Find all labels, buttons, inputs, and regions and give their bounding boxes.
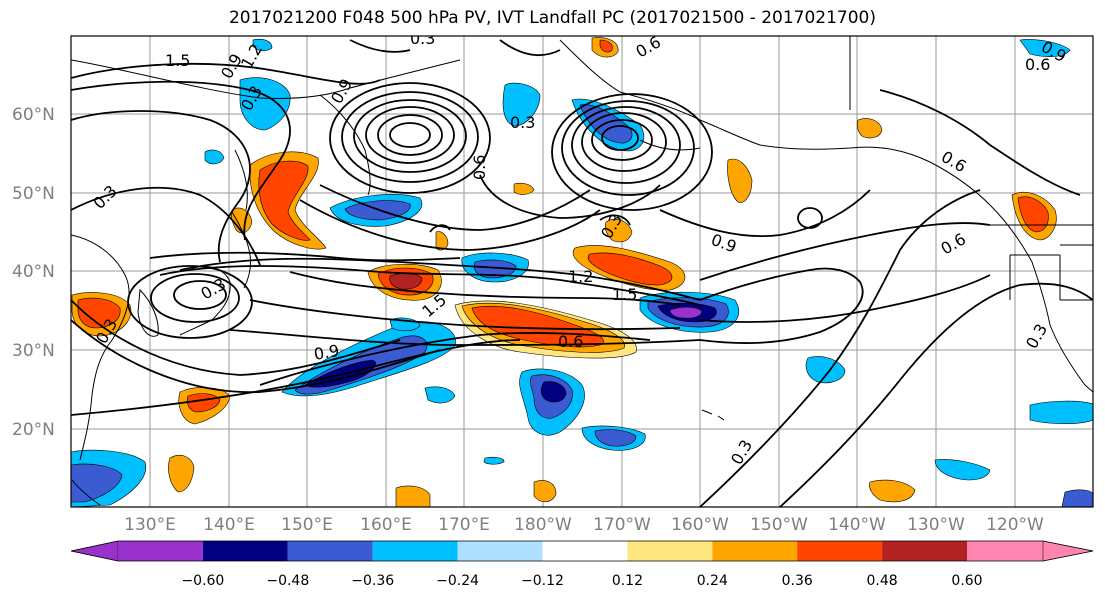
colorbar-cell (712, 541, 798, 561)
map-content: 1.5 0.9 1.2 0.3 0.3 0.9 0.6 0.3 0.6 0.3 … (71, 29, 1093, 507)
colorbar-outline (70, 540, 1094, 562)
lon-label: 180°W (514, 515, 572, 535)
longitude-labels: 130°E 140°E 150°E 160°E 170°E 180°W 170°… (124, 515, 1044, 535)
colorbar-tick: 0.60 (951, 573, 982, 589)
lon-label: 160°W (671, 515, 729, 535)
colorbar-tick: 0.36 (782, 573, 813, 589)
colorbar-tick: −0.24 (436, 573, 479, 589)
lon-label: 140°W (828, 515, 886, 535)
lon-label: 160°E (360, 515, 412, 535)
lat-label: 30°N (12, 341, 55, 361)
colorbar-cell (882, 541, 967, 561)
contour-label: 1.2 (568, 267, 593, 286)
contour-label: 1.5 (165, 51, 190, 70)
colorbar-tick: 0.24 (697, 573, 728, 589)
colorbar-cell (797, 541, 883, 561)
colorbar-cell (70, 540, 119, 562)
lat-label: 20°N (12, 420, 55, 440)
colorbar-cell (627, 541, 713, 561)
contour-label: 0.3 (510, 113, 535, 132)
contour-label: 0.6 (558, 332, 583, 351)
lon-label: 130°E (124, 515, 176, 535)
map-frame (70, 35, 1094, 508)
contour-label: 0.6 (1025, 55, 1050, 74)
contour-label: 0.9 (312, 341, 340, 364)
colorbar-cell (202, 541, 288, 561)
lat-label: 50°N (12, 184, 55, 204)
colorbar-tick: −0.60 (181, 573, 224, 589)
colorbar-tick: −0.36 (351, 573, 394, 589)
colorbar-cell (967, 541, 1043, 561)
latitude-labels: 60°N 50°N 40°N 30°N 20°N (12, 105, 55, 440)
lon-label: 150°W (750, 515, 808, 535)
contour-label: 0.6 (470, 155, 489, 180)
colorbar-cell (542, 541, 628, 561)
pv-contours (71, 39, 1093, 507)
lat-label: 40°N (12, 262, 55, 282)
lon-label: 130°W (907, 515, 965, 535)
contour-label: 1.5 (612, 285, 637, 304)
lat-label: 60°N (12, 105, 55, 125)
page-title: 2017021200 F048 500 hPa PV, IVT Landfall… (228, 8, 876, 28)
lon-label: 170°W (593, 515, 651, 535)
contour-label: 0.3 (410, 29, 435, 48)
colorbar: −0.60 −0.48 −0.36 −0.24 −0.12 0.12 0.24 … (70, 540, 1094, 589)
lon-label: 170°E (438, 515, 490, 535)
colorbar-tick: 0.48 (867, 573, 898, 589)
colorbar-cell (287, 541, 373, 561)
colorbar-tick: −0.48 (266, 573, 309, 589)
lon-label: 150°E (281, 515, 333, 535)
colorbar-cell (457, 541, 543, 561)
lon-label: 120°W (986, 515, 1044, 535)
lon-label: 140°E (203, 515, 255, 535)
colorbar-cell (372, 541, 458, 561)
colorbar-tick: −0.12 (521, 573, 564, 589)
colorbar-tick: 0.12 (612, 573, 643, 589)
colorbar-cell (1042, 540, 1094, 562)
colorbar-cell (118, 541, 203, 561)
